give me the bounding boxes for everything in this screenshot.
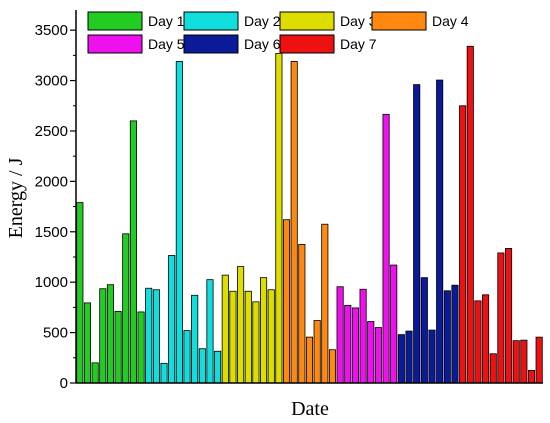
bar-day4-4 (305, 336, 314, 384)
legend-swatch-day3 (279, 11, 335, 31)
bar-day2-1 (145, 287, 153, 384)
bar-day1-7 (122, 233, 130, 384)
y-tick-label-500: 500 (43, 325, 68, 342)
bar-day5-1 (336, 286, 344, 384)
bar-day1-9 (137, 311, 145, 384)
bar-day7-11 (535, 336, 543, 384)
bar-day6-5 (428, 329, 436, 384)
bar-day1-3 (91, 362, 99, 384)
legend: Day 1 Day 2 Day 3 Day 4 Day 5 Day 6 Day 7 (87, 11, 469, 54)
legend-swatch-day1 (87, 11, 143, 31)
bar-day4-6 (321, 223, 329, 384)
bar-day6-7 (443, 290, 451, 384)
bar-day7-10 (527, 369, 536, 384)
bar-day2-7 (191, 294, 199, 384)
bar-day4-3 (298, 243, 306, 384)
bar-day1-8 (129, 120, 137, 384)
bar-day4-2 (290, 61, 298, 384)
bar-day4-5 (313, 320, 321, 384)
legend-label-day5: Day 5 (148, 36, 185, 52)
bar-day3-2 (229, 290, 237, 384)
bar-day2-3 (160, 362, 168, 384)
bar-day1-2 (83, 302, 92, 384)
bar-day2-5 (175, 61, 183, 384)
bar-day2-8 (198, 348, 206, 384)
legend-swatch-day4 (371, 11, 427, 31)
bar-day2-10 (214, 350, 222, 384)
y-tick-label-3500: 3500 (35, 22, 68, 39)
y-tick-label-1000: 1000 (35, 274, 68, 291)
bar-day7-6 (497, 252, 505, 384)
bar-day6-2 (405, 330, 413, 384)
bar-day6-3 (413, 84, 421, 384)
bar-day6-4 (420, 277, 428, 384)
legend-label-day7: Day 7 (340, 36, 377, 52)
bar-day2-4 (168, 255, 176, 384)
bar-day1-5 (106, 284, 114, 384)
bar-day3-7 (267, 289, 275, 384)
bar-day5-2 (344, 304, 352, 384)
bar-day6-8 (451, 284, 459, 384)
bars-group (76, 45, 543, 384)
bar-day6-1 (397, 334, 405, 384)
bar-day7-8 (512, 340, 520, 384)
y-tick-label-1500: 1500 (35, 224, 68, 241)
bar-day7-3 (474, 300, 482, 384)
legend-label-day2: Day 2 (244, 13, 281, 29)
bar-day5-6 (374, 327, 382, 384)
bar-day1-1 (76, 202, 84, 384)
legend-label-day6: Day 6 (244, 36, 281, 52)
bar-day4-7 (328, 349, 337, 384)
bar-day3-5 (252, 301, 260, 384)
bar-day5-5 (367, 321, 375, 384)
y-axis-title: Energy / J (5, 157, 27, 238)
bar-day7-4 (482, 294, 490, 384)
y-tick-label-0: 0 (60, 375, 68, 392)
bar-day1-6 (114, 311, 122, 384)
y-tick-label-2500: 2500 (35, 123, 68, 140)
y-tick-label-2000: 2000 (35, 173, 68, 190)
x-axis-title: Date (291, 398, 329, 420)
bar-day5-7 (382, 113, 390, 384)
bar-day3-6 (260, 277, 268, 384)
bar-day7-2 (466, 45, 474, 384)
bar-day3-1 (221, 274, 229, 384)
bar-day5-8 (390, 264, 398, 384)
bar-day2-6 (183, 330, 191, 384)
bar-day2-2 (152, 289, 160, 384)
bar-day3-8 (275, 52, 283, 384)
legend-label-day1: Day 1 (148, 13, 185, 29)
legend-label-day3: Day 3 (340, 13, 377, 29)
bar-day4-1 (282, 219, 291, 384)
legend-swatch-day6 (183, 34, 239, 54)
bar-day7-7 (505, 248, 513, 384)
bar-day2-9 (206, 279, 214, 384)
bar-day5-4 (359, 288, 367, 384)
legend-label-day4: Day 4 (432, 13, 469, 29)
legend-swatch-day2 (183, 11, 239, 31)
bar-day5-3 (351, 307, 359, 384)
bar-day7-9 (520, 339, 528, 384)
bar-day6-6 (436, 79, 444, 384)
y-tick-label-3000: 3000 (35, 73, 68, 90)
axes-group: 0 500 1000 1500 2000 2500 3000 3500 (35, 10, 543, 392)
bar-day7-5 (489, 353, 497, 384)
bar-day1-4 (99, 288, 107, 384)
legend-swatch-day5 (87, 34, 143, 54)
legend-swatch-day7 (279, 34, 335, 54)
bar-day3-3 (237, 266, 245, 384)
bar-day3-4 (244, 290, 252, 384)
bar-day7-1 (459, 105, 467, 384)
